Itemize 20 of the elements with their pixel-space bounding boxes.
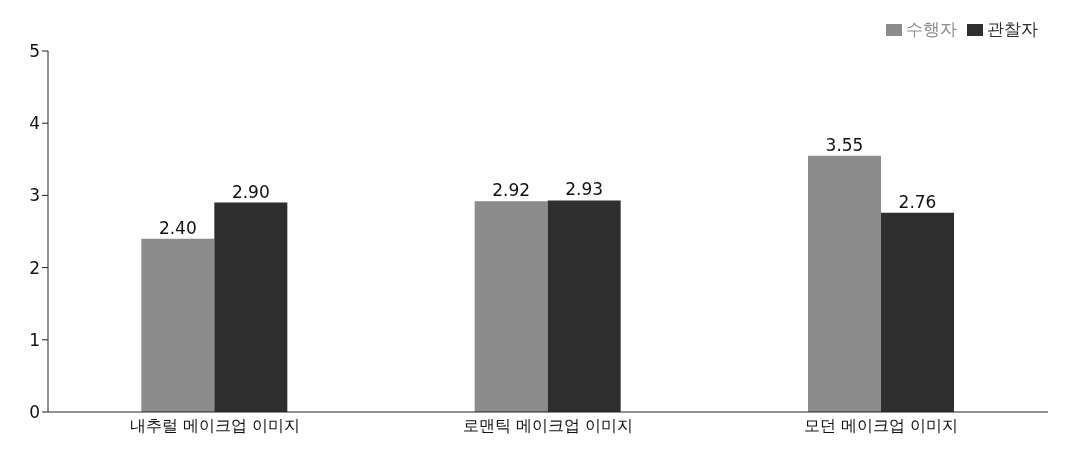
- data-label: 2.92: [492, 180, 531, 201]
- data-label: 2.90: [231, 181, 270, 202]
- y-tick-label: 3: [29, 185, 40, 206]
- y-tick-label: 2: [29, 257, 40, 278]
- bar: [141, 238, 215, 412]
- data-label: 2.93: [565, 179, 604, 200]
- y-tick-label: 0: [29, 402, 40, 423]
- x-tick-label: 내추럴 메이크업 이미지: [129, 416, 300, 436]
- y-tick-label: 4: [29, 113, 40, 134]
- data-label: 3.55: [825, 134, 864, 155]
- x-tick-label: 로맨틱 메이크업 이미지: [462, 416, 634, 436]
- x-tick-label: 모던 메이크업 이미지: [804, 416, 959, 436]
- legend-label: 관찰자: [987, 19, 1038, 39]
- bar: [474, 201, 548, 412]
- bar: [808, 155, 881, 412]
- y-tick-label: 5: [29, 41, 40, 62]
- legend-label: 수행자: [906, 19, 957, 39]
- y-tick-label: 1: [29, 329, 40, 350]
- data-label: 2.40: [158, 217, 197, 238]
- data-label: 2.76: [898, 191, 937, 212]
